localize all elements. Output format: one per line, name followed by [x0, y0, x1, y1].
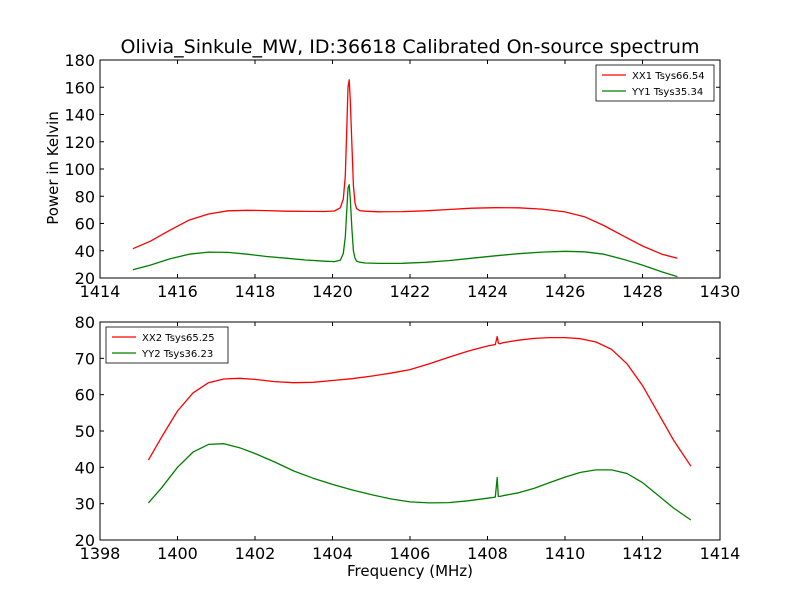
top-panel: 1414 1416 1418 1420 1422 1424 1426 1428 1430 20 40… — [64, 51, 740, 301]
y-tick-label: 120 — [64, 133, 95, 152]
figure-title: Olivia_Sinkule_MW, ID:36618 Calibrated O… — [121, 36, 700, 58]
y-tick-label: 140 — [64, 106, 95, 125]
x-tick-label: 1422 — [390, 282, 431, 301]
x-tick-label: 1406 — [390, 544, 431, 563]
x-tick-label: 1426 — [545, 282, 586, 301]
x-tick-label: 1398 — [80, 544, 121, 563]
bottom-panel: 1398 1400 1402 1404 1406 1408 1410 1412 1414 20 30… — [75, 313, 741, 563]
y-tick-label: 40 — [75, 242, 95, 261]
x-tick-label: 1412 — [622, 544, 663, 563]
legend-label: XX1 Tsys66.54 — [632, 71, 705, 82]
y-tick-label: 60 — [75, 386, 95, 405]
y-tick-label: 50 — [75, 422, 95, 441]
x-tick-label: 1424 — [467, 282, 508, 301]
x-tick-label: 1420 — [312, 282, 353, 301]
legend-box — [105, 326, 229, 364]
y-axis-label: Power in Kelvin — [44, 111, 62, 225]
series-line-1-0 — [147, 335, 692, 467]
x-tick-label: 1408 — [467, 544, 508, 563]
y-tick-label: 60 — [75, 215, 95, 234]
y-tick-label: 160 — [64, 78, 95, 97]
y-tick-label: 180 — [64, 51, 95, 70]
legend-box — [595, 64, 715, 102]
y-tick-label: 30 — [75, 495, 95, 514]
x-tick-label: 1410 — [545, 544, 586, 563]
y-tick-label: 20 — [75, 531, 95, 550]
x-tick-label: 1414 — [700, 544, 741, 563]
x-tick-label: 1416 — [157, 282, 198, 301]
series-line-1-1 — [147, 443, 692, 521]
legend-label: XX2 Tsys65.25 — [142, 333, 215, 344]
series-line-0-1 — [132, 184, 678, 278]
legend-label: YY2 Tsys36.23 — [141, 349, 213, 360]
series-line-0-0 — [132, 79, 678, 259]
y-tick-label: 20 — [75, 269, 95, 288]
y-tick-label: 80 — [75, 187, 95, 206]
x-axis-label: Frequency (MHz) — [347, 562, 473, 580]
x-tick-label: 1428 — [622, 282, 663, 301]
x-tick-label: 1414 — [80, 282, 121, 301]
x-tick-label: 1400 — [157, 544, 198, 563]
y-tick-label: 70 — [75, 349, 95, 368]
y-tick-label: 80 — [75, 313, 95, 332]
y-tick-label: 100 — [64, 160, 95, 179]
x-tick-label: 1430 — [700, 282, 741, 301]
legend-label: YY1 Tsys35.34 — [631, 87, 703, 98]
x-tick-label: 1402 — [235, 544, 276, 563]
y-tick-label: 40 — [75, 458, 95, 477]
x-tick-label: 1418 — [235, 282, 276, 301]
x-tick-label: 1404 — [312, 544, 353, 563]
